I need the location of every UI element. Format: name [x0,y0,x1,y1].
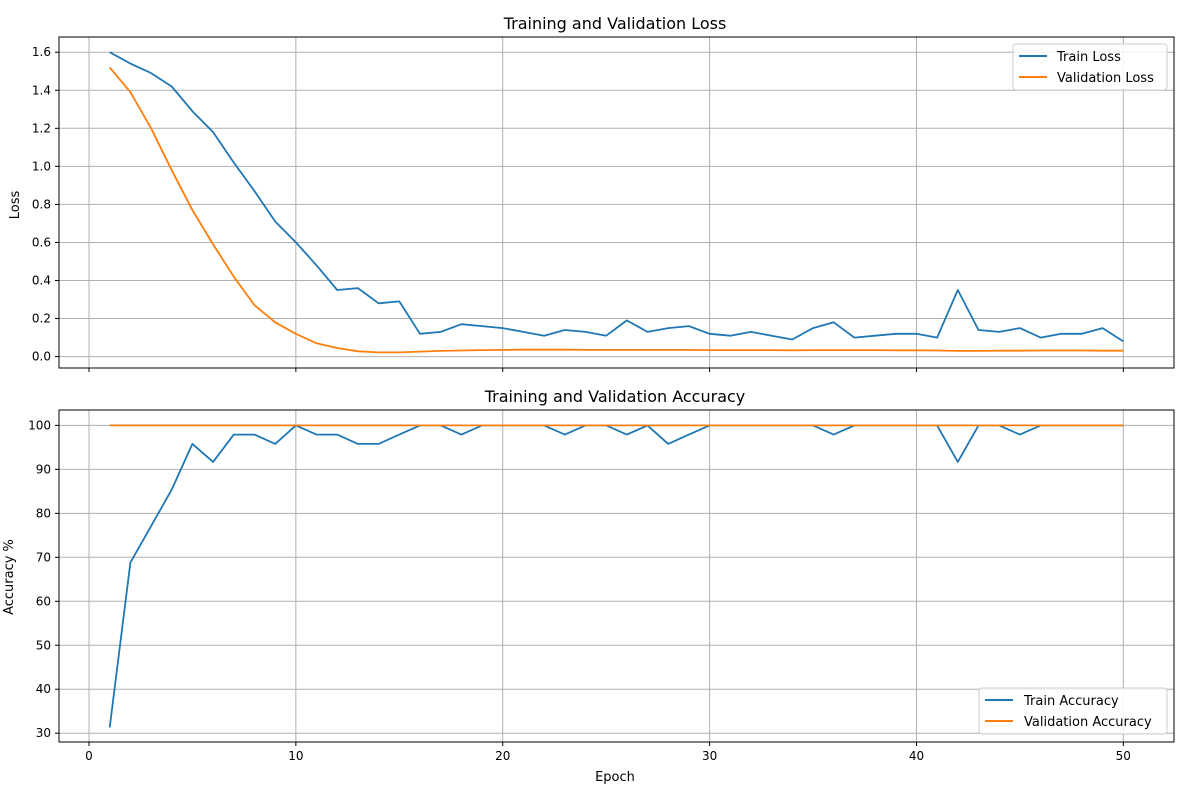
x-tick-label: 50 [1116,749,1131,763]
y-tick-label: 0.6 [32,235,51,249]
y-tick-label: 70 [36,550,51,564]
series-line-train-accuracy [108,424,1124,728]
y-tick-label: 0.4 [32,273,51,287]
legend: Train Loss Validation Loss [1012,43,1168,91]
x-axis-label: Epoch [595,770,635,785]
chart-title: Training and Validation Accuracy [484,387,746,406]
legend-box [978,687,1168,735]
y-axis-label: Loss [8,191,23,220]
y-tick-label: 0.2 [32,312,51,326]
y-tick-label: 1.0 [32,159,51,173]
y-tick-label: 100 [28,418,51,432]
series-line-train-loss [109,51,1124,343]
loss-chart: Training and Validation Loss 0.00.20.40.… [8,14,1175,372]
x-tick-label: 0 [85,749,93,763]
series-line-validation-loss [109,66,1124,354]
y-tick-label: 80 [36,506,51,520]
y-tick-label: 50 [36,638,51,652]
y-tick-label: 0.8 [32,197,51,211]
y-tick-label: 40 [36,682,51,696]
y-tick-label: 30 [36,726,51,740]
x-tick-label: 40 [909,749,924,763]
y-tick-label: 0.0 [32,350,51,364]
series-group [109,51,1124,354]
chart-title: Training and Validation Loss [503,14,727,33]
grid [59,37,1174,368]
x-tick-label: 10 [288,749,303,763]
y-tick-label: 1.2 [32,121,51,135]
axis-ticks: 0.0 0.2 0.4 0.6 0.8 1.0 1.2 1.4 1.6 [32,45,1124,372]
legend: Train Accuracy Validation Accuracy [978,687,1168,735]
y-tick-label: 1.4 [32,83,51,97]
plot-area-frame [58,409,1175,743]
legend-label-train-loss: Train Loss [1056,50,1121,65]
accuracy-chart: Training and Validation Accuracy 0 10 20 30… [2,387,1175,785]
legend-box [1012,43,1168,91]
y-tick-label: 90 [36,462,51,476]
y-tick-label: 60 [36,594,51,608]
legend-label-validation-loss: Validation Loss [1057,71,1154,86]
x-tick-label: 20 [495,749,510,763]
y-axis-label: Accuracy % [2,539,17,615]
legend-label-train-accuracy: Train Accuracy [1023,694,1119,709]
plot-area-frame [58,36,1175,369]
x-tick-label: 30 [702,749,717,763]
axis-ticks: 0 10 20 30 40 50 30 40 50 60 70 80 90 100 [28,418,1131,763]
series-group [108,424,1124,728]
legend-label-validation-accuracy: Validation Accuracy [1024,715,1152,730]
y-tick-label: 1.6 [32,45,51,59]
